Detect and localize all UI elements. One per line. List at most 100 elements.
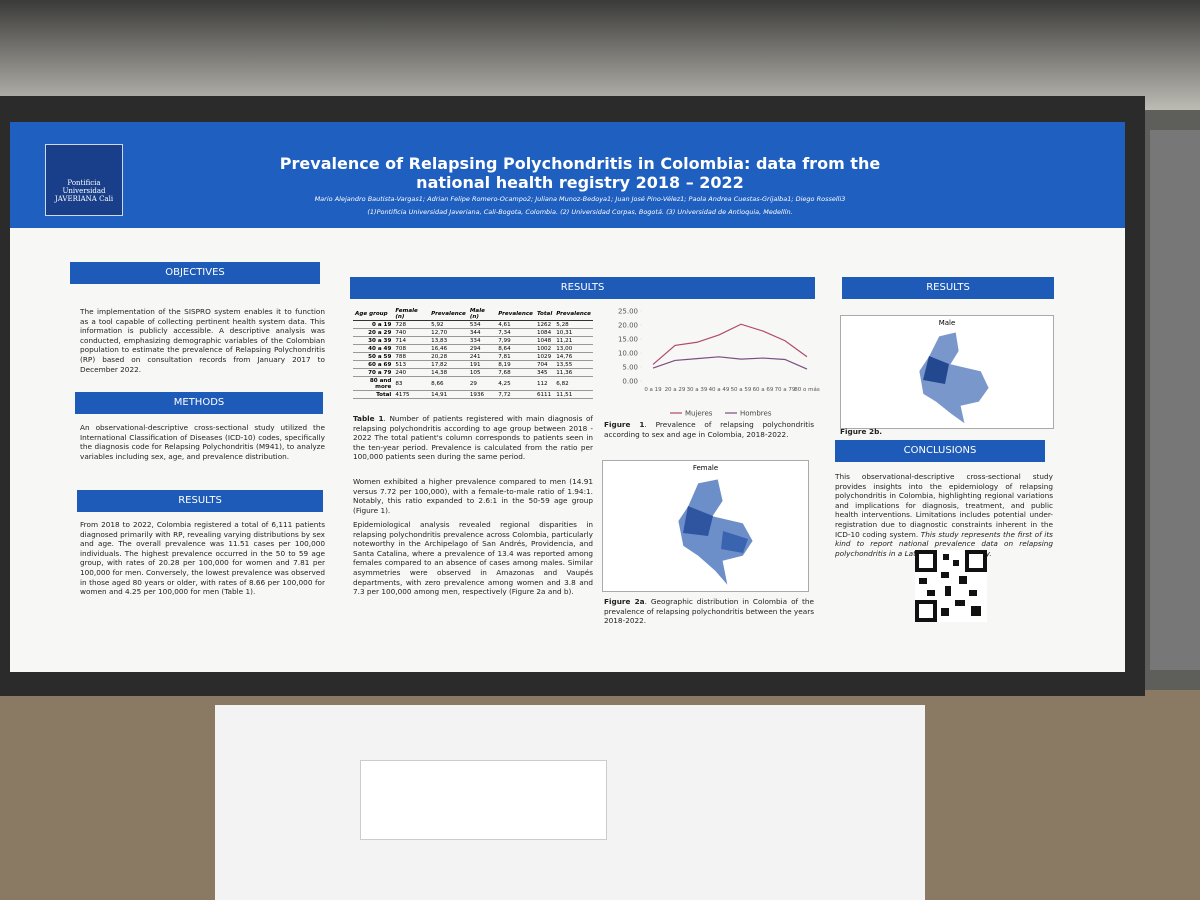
- section-heading: RESULTS: [842, 277, 1054, 299]
- table-caption: Table 1. Number of patients registered w…: [353, 414, 593, 462]
- handout: [360, 760, 607, 840]
- table-cell: 1262: [534, 320, 555, 329]
- table-cell: 20,28: [429, 352, 468, 361]
- table-cell: 6,82: [554, 376, 593, 391]
- x-tick-label: 30 a 39: [687, 387, 708, 393]
- table-cell: 17,82: [429, 360, 468, 369]
- table-cell: 714: [393, 336, 430, 345]
- title: Prevalence of Relapsing Polychondritis i…: [279, 154, 881, 192]
- table-cell: 1002: [534, 344, 555, 353]
- section-heading: RESULTS: [77, 490, 323, 512]
- table-cell: 728: [393, 320, 430, 329]
- map-label: Female: [692, 464, 719, 472]
- legend-label: Hombres: [740, 410, 772, 418]
- table-cell: 240: [393, 368, 430, 377]
- section-heading: CONCLUSIONS: [835, 440, 1045, 462]
- figure-caption: Figure 1. Prevalence of relapsing polych…: [604, 420, 814, 439]
- caption-text: . Geographic distribution in Colombia of…: [604, 597, 815, 626]
- y-tick-label: 10.00: [618, 350, 638, 358]
- map-label: Male: [938, 319, 956, 327]
- table-row: 70 a 79 240 14,38 105 7,68 345 11,36: [353, 368, 593, 377]
- table-cell: 704: [534, 360, 555, 369]
- table-cell: 40 a 49: [353, 344, 394, 353]
- table-row: 20 a 29 740 12,70 344 7,34 1084 10,31: [353, 328, 593, 337]
- x-tick-label: 50 a 59: [731, 387, 752, 393]
- table-row: 0 a 19 728 5,92 534 4,61 1262 5,28: [353, 320, 593, 329]
- x-tick-label: 40 a 49: [709, 387, 730, 393]
- qr-code: [915, 550, 987, 622]
- table-cell: 1048: [534, 336, 555, 345]
- conclusions-emphasis: This study represents the first of its k…: [835, 529, 1053, 558]
- table-cell: 7,72: [496, 390, 535, 399]
- figure-caption: Figure 2b.: [840, 427, 883, 436]
- table-cell: 241: [467, 352, 497, 361]
- table-cell: 1084: [534, 328, 555, 337]
- table-cell: 105: [467, 368, 497, 377]
- results-text: From 2018 to 2022, Colombia registered a…: [80, 520, 325, 597]
- table-cell: 513: [393, 360, 430, 369]
- table-cell: 7,34: [496, 328, 535, 337]
- header-cell: Prevalence: [554, 307, 593, 321]
- table-row: 40 a 49 708 16,46 294 8,64 1002 13,00: [353, 344, 593, 353]
- caption-label: Table 1: [353, 414, 384, 423]
- table-cell: 14,38: [429, 368, 468, 377]
- poster: Pontificia Universidad JAVERIANA Cali Pr…: [10, 122, 1125, 672]
- table-cell: 8,66: [429, 376, 468, 391]
- table-row: 50 a 59 788 20,28 241 7,81 1029 14,76: [353, 352, 593, 361]
- y-tick-label: 25.00: [618, 308, 638, 316]
- table-cell: 13,55: [554, 360, 593, 369]
- table-cell: 50 a 59: [353, 352, 394, 361]
- table-cell: 7,68: [496, 368, 535, 377]
- header-cell: Prevalence: [429, 307, 468, 321]
- table-cell: 4,61: [496, 320, 535, 329]
- table-cell: 70 a 79: [353, 368, 394, 377]
- table-cell: 60 a 69: [353, 360, 394, 369]
- table-cell: 30 a 39: [353, 336, 394, 345]
- conclusions-body: This observational-descriptive cross-sec…: [835, 472, 1053, 539]
- table-cell: 191: [467, 360, 497, 369]
- authors: Mario Alejandro Bautista-Vargas1; Adrian…: [314, 195, 846, 203]
- table-cell: 11,51: [554, 390, 593, 399]
- table-cell: 7,99: [496, 336, 535, 345]
- methods-text: An observational-descriptive cross-secti…: [80, 423, 325, 461]
- table-cell: 8,64: [496, 344, 535, 353]
- conclusions-text: This observational-descriptive cross-sec…: [835, 472, 1053, 558]
- table-cell: 788: [393, 352, 430, 361]
- table-cell: 1936: [467, 390, 497, 399]
- x-tick-label: 20 a 29: [665, 387, 686, 393]
- caption-text: . Prevalence of relapsing polychondritis…: [604, 420, 814, 439]
- table-row: 30 a 39 714 13,83 334 7,99 1048 11,21: [353, 336, 593, 345]
- table-cell: 112: [534, 376, 555, 391]
- table-cell: 83: [393, 376, 430, 391]
- table-cell: 14,91: [429, 390, 468, 399]
- y-tick-label: 15.00: [618, 336, 638, 344]
- table-cell: 7,81: [496, 352, 535, 361]
- table-cell: 11,36: [554, 368, 593, 377]
- table-cell: 534: [467, 320, 497, 329]
- table-cell: Total: [353, 390, 394, 399]
- x-tick-label: 70 a 79: [775, 387, 796, 393]
- table-cell: 5,92: [429, 320, 468, 329]
- side-board: [1150, 130, 1200, 670]
- table-cell: 0 a 19: [353, 320, 394, 329]
- paragraph: Epidemiological analysis revealed region…: [353, 520, 593, 597]
- table-row: Total 4175 14,91 1936 7,72 6111 11,51: [353, 390, 593, 399]
- series-line: [652, 356, 808, 370]
- map-shape: [677, 478, 754, 588]
- caption-label: Figure 1: [604, 420, 645, 429]
- map-shape: [918, 331, 990, 425]
- x-tick-label: 60 a 69: [753, 387, 774, 393]
- table-cell: 6111: [534, 390, 555, 399]
- table-row: 80 and more 83 8,66 29 4,25 112 6,82: [353, 376, 593, 391]
- x-tick-label: 80 o más: [794, 386, 820, 393]
- data-table: Age group Female (n) Prevalence Male (n) Pre…: [353, 307, 593, 399]
- series-line: [652, 323, 808, 365]
- table-cell: 14,76: [554, 352, 593, 361]
- table-cell: 4175: [393, 390, 430, 399]
- table-cell: 11,21: [554, 336, 593, 345]
- x-tick-label: 0 a 19: [644, 387, 662, 393]
- header-cell: Total: [534, 307, 555, 321]
- table-cell: 334: [467, 336, 497, 345]
- table-cell: 12,70: [429, 328, 468, 337]
